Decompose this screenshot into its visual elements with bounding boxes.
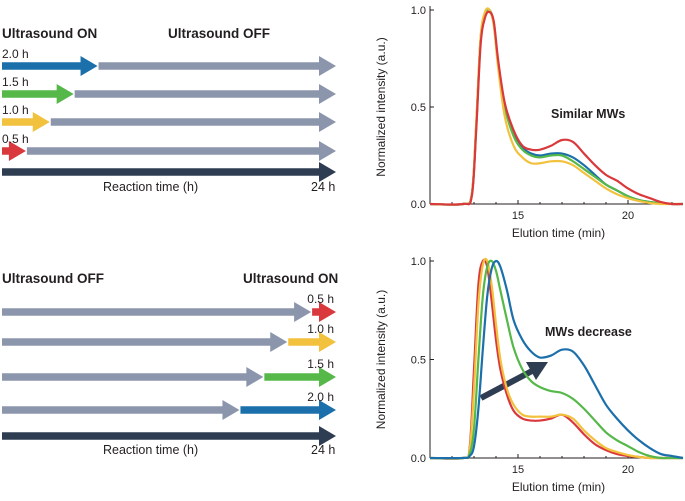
- bottom-off-arrow-10h: [2, 332, 288, 352]
- bottom-reaction-time-axis: [2, 426, 336, 446]
- series-line-20h: [429, 259, 684, 460]
- bottom-reaction-time-label: Reaction time (h): [103, 443, 198, 457]
- top-on-arrow-20h: [2, 56, 98, 76]
- series-line-05h: [429, 10, 684, 206]
- bottom-duration-label: 1.5 h: [307, 357, 334, 371]
- top-reaction-time-label: Reaction time (h): [103, 180, 198, 194]
- y-tick-label: 0.5: [411, 102, 426, 114]
- mw-decrease-arrow: [479, 362, 548, 401]
- top-duration-label: 2.0 h: [2, 47, 29, 61]
- bottom-duration-label: 0.5 h: [307, 292, 334, 306]
- bottom-on-arrow-15h: [264, 367, 336, 387]
- top-24h-label: 24 h: [311, 180, 335, 194]
- bottom-ultrasound-off-label: Ultrasound OFF: [2, 271, 104, 286]
- series-line-10h: [429, 257, 683, 460]
- series-line-05h: [429, 258, 683, 460]
- bottom-24h-label: 24 h: [311, 443, 335, 457]
- bottom-duration-label: 2.0 h: [307, 390, 334, 404]
- bottom-on-arrow-20h: [240, 400, 336, 420]
- top-off-arrow-15h: [74, 84, 336, 104]
- top-chart-annotation: Similar MWs: [551, 107, 625, 121]
- bottom-timeline-panel: Ultrasound OFF Ultrasound ON 0.5 h 1.0 h 1…: [2, 271, 338, 457]
- top-arrow-group: 2.0 h 1.5 h 1.0 h 0.5 h: [2, 47, 337, 182]
- series-line-15h: [429, 259, 683, 460]
- x-tick-label: 20: [622, 464, 634, 476]
- top-ultrasound-on-label: Ultrasound ON: [2, 26, 97, 41]
- top-off-arrow-05h: [26, 141, 336, 161]
- top-on-arrow-15h: [2, 84, 74, 104]
- bottom-on-arrow-10h: [288, 332, 336, 352]
- bottom-off-arrow-05h: [2, 302, 312, 322]
- top-on-arrow-05h: [2, 141, 26, 161]
- x-tick-label: 15: [512, 464, 524, 476]
- top-duration-label: 1.5 h: [2, 75, 29, 89]
- bottom-chart-ylabel: Normalized intensity (a.u.): [374, 290, 388, 429]
- y-tick-label: 0.0: [411, 199, 426, 211]
- bottom-ultrasound-on-label: Ultrasound ON: [243, 271, 338, 286]
- bottom-chart-annotation: MWs decrease: [545, 325, 632, 339]
- y-tick-label: 0.0: [411, 453, 426, 465]
- top-on-arrow-10h: [2, 112, 50, 132]
- bottom-chart-xlabel: Elution time (min): [512, 480, 605, 494]
- top-chart: Normalized intensity (a.u.) Elution time…: [374, 5, 684, 240]
- bottom-off-arrow-20h: [2, 400, 240, 420]
- bottom-chart: Normalized intensity (a.u.) Elution time…: [374, 256, 684, 494]
- y-tick-label: 0.5: [411, 355, 426, 367]
- top-chart-xlabel: Elution time (min): [512, 226, 605, 240]
- top-off-arrow-10h: [50, 112, 337, 132]
- top-reaction-time-axis: [2, 162, 336, 182]
- x-tick-label: 20: [622, 210, 634, 222]
- top-timeline-panel: Ultrasound ON Ultrasound OFF 2.0 h 1.5 h 1…: [2, 26, 337, 194]
- bottom-off-arrow-15h: [2, 367, 264, 387]
- y-tick-label: 1.0: [411, 5, 426, 17]
- top-ultrasound-off-label: Ultrasound OFF: [168, 26, 270, 41]
- bottom-arrow-group: 0.5 h 1.0 h 1.5 h 2.0 h: [2, 292, 336, 446]
- bottom-on-arrow-05h: [312, 302, 336, 322]
- y-tick-label: 1.0: [411, 256, 426, 268]
- top-duration-label: 0.5 h: [2, 132, 29, 146]
- top-chart-ylabel: Normalized intensity (a.u.): [374, 37, 388, 176]
- top-off-arrow-20h: [98, 56, 336, 76]
- bottom-duration-label: 1.0 h: [307, 322, 334, 336]
- x-tick-label: 15: [512, 210, 524, 222]
- top-duration-label: 1.0 h: [2, 103, 29, 117]
